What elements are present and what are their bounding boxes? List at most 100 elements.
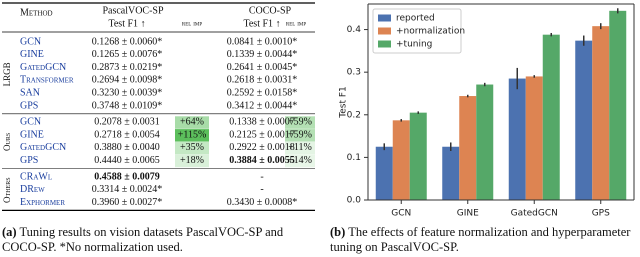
cell: 0.2922 ± 0.0018 <box>229 142 295 153</box>
cell: 0.1338 ± 0.0007 <box>229 117 295 128</box>
cell: 0.2618 ± 0.0031* <box>227 75 298 86</box>
cell: 0.3960 ± 0.0027* <box>92 197 163 208</box>
column-header: Method <box>20 7 53 18</box>
bar <box>609 10 627 200</box>
x-tick-label: GatedGCN <box>511 209 558 219</box>
cell: +115% <box>178 129 207 140</box>
cell: 0.2592 ± 0.0158* <box>227 87 298 98</box>
method: CRaWl <box>20 171 52 182</box>
cell: 0.1268 ± 0.0060* <box>92 36 163 47</box>
bar <box>508 78 526 200</box>
method: GINE <box>20 129 44 140</box>
cell: - <box>260 171 263 182</box>
cell: 0.1339 ± 0.0044* <box>227 49 298 60</box>
cell: 0.3430 ± 0.0008* <box>227 197 298 208</box>
cell: 0.3230 ± 0.0039* <box>92 87 163 98</box>
cell-shade <box>285 141 315 155</box>
cell: 0.2694 ± 0.0098* <box>92 75 163 86</box>
cell-shade <box>175 116 209 129</box>
method: GPS <box>20 155 38 166</box>
cell: +35% <box>180 142 204 153</box>
cell: +14% <box>288 155 312 166</box>
cell: 0.2718 ± 0.0054 <box>94 129 160 140</box>
method: GCN <box>20 36 41 47</box>
legend-swatch <box>378 40 391 48</box>
cell-shade <box>175 129 209 142</box>
cell-shade <box>285 154 315 168</box>
y-tick-label: 0.2 <box>347 110 361 120</box>
y-tick-label: 0.0 <box>347 196 362 206</box>
group-label: Others <box>2 177 12 203</box>
method: GINE <box>20 49 44 60</box>
caption-text: Tuning results on vision datasets Pascal… <box>2 225 284 254</box>
method: GatedGCN <box>20 142 66 153</box>
bar <box>575 40 593 200</box>
cell: 0.2125 ± 0.0017 <box>229 129 295 140</box>
x-tick-label: GPS <box>592 209 610 219</box>
cell: 0.4588 ± 0.0079 <box>94 171 160 182</box>
cell: +64% <box>180 117 204 128</box>
method: GCN <box>20 117 41 128</box>
legend-swatch <box>378 27 391 35</box>
sub-header: Test F1 ↑ <box>243 18 280 29</box>
group-label: LRGB <box>2 62 12 86</box>
cell-shade <box>285 129 315 142</box>
caption-label: (a) <box>2 225 17 239</box>
legend-swatch <box>378 14 391 22</box>
cell: 0.3884 ± 0.0055 <box>229 155 295 166</box>
legend-box <box>372 8 462 54</box>
cell-shade <box>285 116 315 129</box>
method: SAN <box>20 87 40 98</box>
bar <box>392 120 410 200</box>
y-tick-label: 0.3 <box>347 68 361 78</box>
cell: 0.2641 ± 0.0045* <box>227 62 298 73</box>
legend-label: reported <box>396 14 435 24</box>
sub-header: rel imp <box>182 19 202 28</box>
cell: 0.3314 ± 0.0024* <box>92 184 163 195</box>
cell: 0.3748 ± 0.0109* <box>92 100 163 111</box>
method: Transformer <box>20 75 74 86</box>
bar <box>459 96 477 200</box>
cell: +18% <box>180 155 204 166</box>
cell: 0.0841 ± 0.0010* <box>227 36 298 47</box>
method: GPS <box>20 100 38 111</box>
column-header: COCO-SP <box>249 5 292 16</box>
legend-label: +tuning <box>396 40 432 50</box>
cell: 0.3880 ± 0.0040 <box>94 142 160 153</box>
cell: - <box>260 184 263 195</box>
x-tick-label: GCN <box>391 209 411 219</box>
bar <box>409 112 427 200</box>
caption-label: (b) <box>330 225 346 239</box>
bar <box>442 146 460 200</box>
cell: 0.3412 ± 0.0044* <box>227 100 298 111</box>
cell: +59% <box>288 129 312 140</box>
bar <box>525 76 543 200</box>
cell: 0.4440 ± 0.0065 <box>94 155 160 166</box>
bar <box>542 34 560 201</box>
sub-header: rel imp <box>286 19 306 28</box>
method: GatedGCN <box>20 62 66 73</box>
group-label: Ours <box>2 133 12 151</box>
column-header: PascalVOC-SP <box>102 5 164 16</box>
caption-b: (b) The effects of feature normalization… <box>330 225 638 255</box>
cell: 0.2873 ± 0.0219* <box>92 62 163 73</box>
bar <box>476 84 494 200</box>
method: DRew <box>20 184 45 195</box>
method: Exphormer <box>20 197 65 208</box>
y-axis-label: Test F1 <box>339 86 349 119</box>
caption-a: (a) Tuning results on vision datasets Pa… <box>2 225 314 255</box>
cell: 0.2078 ± 0.0031 <box>94 117 160 128</box>
legend-label: +normalization <box>396 27 465 37</box>
y-tick-label: 0.1 <box>347 153 361 163</box>
cell-shade <box>175 154 209 168</box>
sub-header: Test F1 ↑ <box>108 18 145 29</box>
bar <box>592 26 610 200</box>
cell-shade <box>175 141 209 155</box>
caption-text: The effects of feature normalization and… <box>330 225 631 254</box>
cell: +59% <box>288 117 312 128</box>
figure-svg: Method PascalVOC-SP COCO-SP Test F1 ↑ rel im… <box>2 2 635 219</box>
x-tick-label: GINE <box>457 209 479 219</box>
bar <box>375 146 393 200</box>
